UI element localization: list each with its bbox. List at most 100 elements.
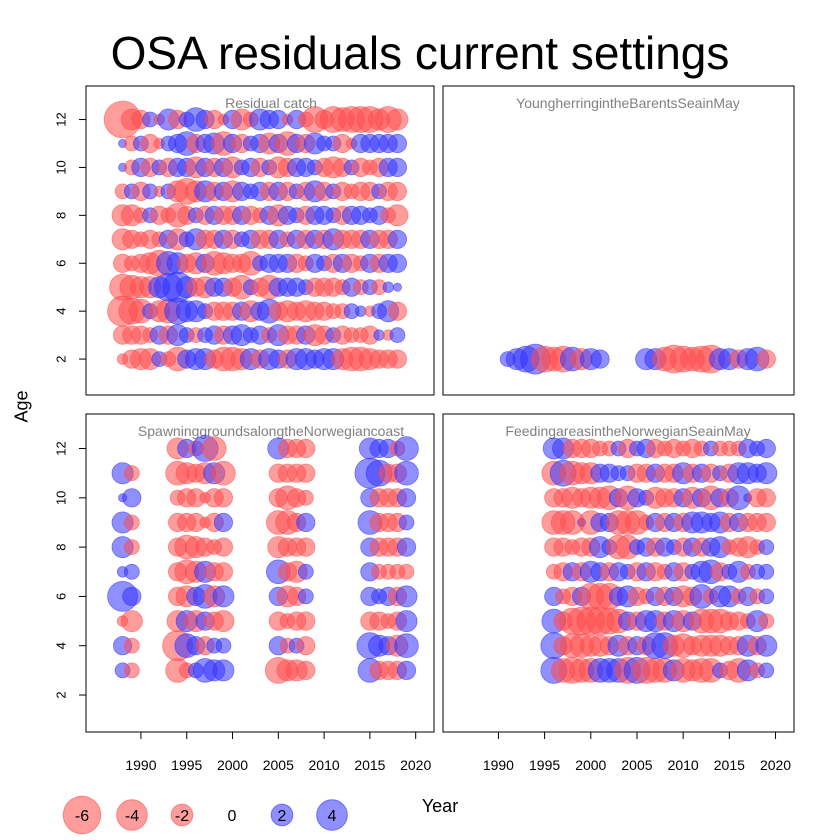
data-bubble	[120, 610, 143, 633]
panel-frame	[85, 85, 435, 396]
data-bubble	[213, 512, 233, 533]
x-tick-label: 2020	[400, 757, 431, 773]
y-tick-label: 4	[53, 308, 68, 315]
data-bubble	[386, 204, 409, 227]
panel-label: Residual catch	[225, 95, 317, 111]
data-bubble	[387, 181, 407, 201]
data-bubble	[387, 349, 407, 369]
x-tick-label: 2015	[714, 757, 745, 773]
y-tick-label: 10	[53, 160, 68, 174]
legend-bubble	[116, 799, 148, 831]
y-tick-label: 2	[53, 355, 68, 362]
x-tick-label: 2005	[263, 757, 294, 773]
legend-bubble	[316, 799, 348, 831]
data-bubble	[758, 539, 775, 555]
data-bubble	[395, 610, 418, 633]
data-bubble	[756, 438, 776, 459]
data-bubble	[213, 562, 233, 582]
data-bubble	[123, 637, 140, 654]
data-bubble	[296, 636, 316, 656]
x-axis-label: Year	[421, 796, 459, 816]
legend-label: 2	[278, 808, 287, 825]
legend: -6 -4 -2 0 2 4	[62, 795, 348, 835]
data-bubble	[201, 436, 227, 461]
data-bubble	[756, 488, 776, 508]
legend-label: -4	[125, 808, 139, 825]
y-tick-label: 6	[53, 593, 68, 600]
x-tick-label: 2010	[309, 757, 340, 773]
data-bubble	[387, 301, 407, 321]
data-bubble	[392, 282, 402, 292]
data-bubble	[756, 349, 776, 369]
x-tick-label: 2000	[575, 757, 606, 773]
y-tick-label: 2	[53, 691, 68, 698]
data-bubble	[122, 488, 142, 508]
data-bubble	[755, 634, 778, 657]
data-bubble	[211, 460, 236, 486]
x-tick-label: 1990	[483, 757, 514, 773]
y-tick-label: 12	[53, 441, 68, 455]
data-bubble	[122, 586, 142, 607]
data-bubble	[296, 660, 316, 681]
legend-label: -6	[75, 808, 89, 825]
legend-label: 0	[228, 808, 237, 825]
data-bubble	[297, 489, 314, 506]
data-bubble	[387, 157, 407, 177]
data-bubble	[123, 539, 140, 555]
data-bubble	[395, 585, 418, 608]
panel-frame	[85, 413, 435, 733]
data-bubble	[123, 563, 140, 580]
x-tick-label: 2010	[668, 757, 699, 773]
panel-label: FeedingareasintheNorwegianSeainMay	[505, 423, 750, 439]
data-bubble	[758, 613, 775, 629]
data-bubble	[590, 349, 610, 369]
y-tick-label: 12	[53, 112, 68, 126]
data-bubble	[394, 436, 419, 461]
data-bubble	[123, 465, 140, 482]
data-bubble	[755, 462, 778, 485]
data-bubble	[296, 463, 316, 483]
data-bubble	[296, 611, 316, 631]
panel-frame	[442, 413, 795, 733]
data-bubble	[213, 488, 233, 508]
data-bubble	[387, 253, 407, 273]
data-bubble	[213, 537, 233, 557]
panel-label: SpawninggroundsalongtheNorwegiancoast	[138, 423, 404, 439]
data-bubble	[398, 563, 415, 580]
x-tick-label: 1990	[125, 757, 156, 773]
data-bubble	[212, 610, 235, 633]
panel-frame	[442, 85, 795, 396]
y-tick-label: 8	[53, 212, 68, 219]
legend-bubble	[270, 803, 294, 827]
data-bubble	[386, 108, 409, 131]
data-bubble	[212, 585, 235, 608]
panel-label: YoungherringintheBarentsSeainMay	[516, 95, 740, 111]
data-bubble	[756, 512, 776, 533]
x-tick-label: 2005	[621, 757, 652, 773]
data-bubble	[382, 281, 394, 293]
data-bubble	[296, 438, 316, 459]
data-bubble	[215, 637, 232, 654]
data-bubble	[296, 537, 316, 557]
legend-bubble	[62, 795, 102, 835]
x-tick-label: 2020	[760, 757, 791, 773]
legend-label: -2	[175, 808, 189, 825]
data-bubble	[398, 514, 415, 531]
data-bubble	[387, 229, 407, 249]
data-bubble	[297, 588, 314, 605]
chart-title: OSA residuals current settings	[110, 27, 730, 79]
data-bubble	[396, 488, 417, 508]
data-bubble	[296, 512, 316, 533]
data-bubble	[394, 460, 419, 486]
x-tick-label: 1995	[171, 757, 202, 773]
y-tick-label: 8	[53, 543, 68, 550]
data-bubble	[297, 563, 314, 580]
data-bubble	[396, 660, 417, 681]
x-tick-label: 2000	[217, 757, 248, 773]
data-bubble	[758, 588, 775, 605]
y-tick-label: 10	[53, 491, 68, 505]
data-bubble	[123, 514, 140, 531]
data-bubble	[389, 327, 406, 344]
x-tick-label: 2015	[354, 757, 385, 773]
